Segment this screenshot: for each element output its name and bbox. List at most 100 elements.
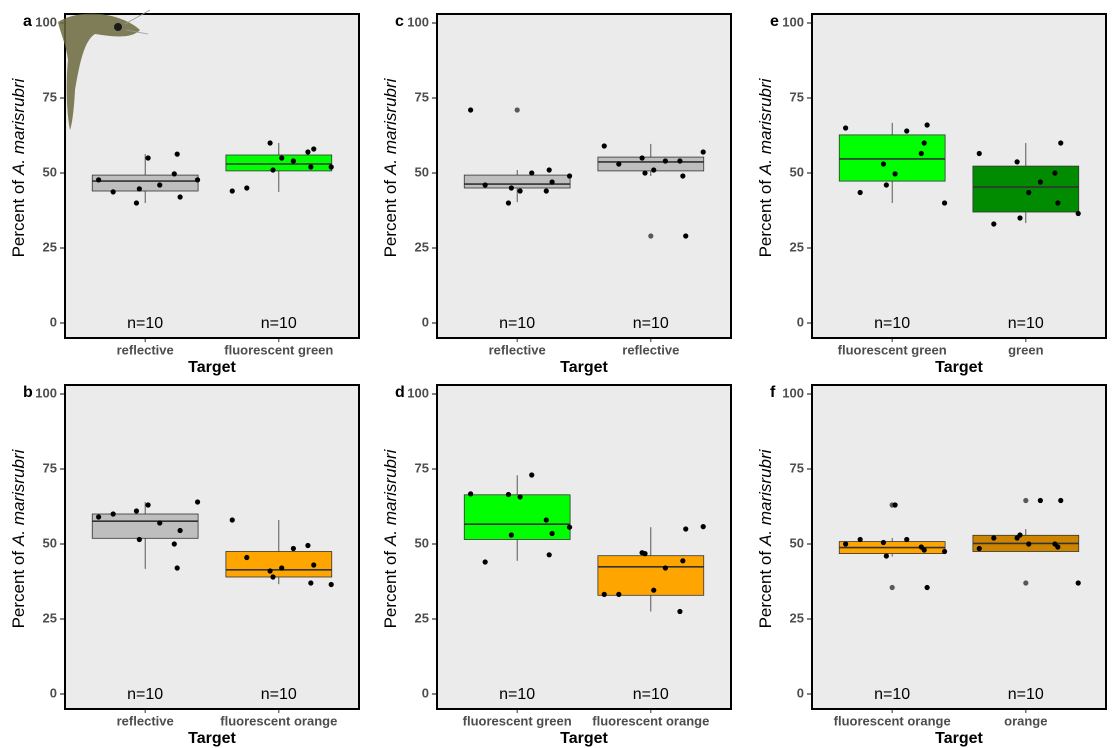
y-tick-label: 100 — [782, 14, 804, 29]
data-point — [229, 188, 235, 194]
data-point — [174, 151, 180, 157]
data-point — [1014, 535, 1020, 541]
data-point — [683, 526, 689, 532]
y-tick-label: 100 — [35, 385, 57, 400]
data-point — [680, 558, 686, 564]
data-point — [1055, 200, 1061, 206]
data-point — [700, 149, 706, 155]
outlier — [1023, 580, 1029, 586]
data-point — [857, 189, 863, 196]
data-point — [904, 128, 910, 134]
data-point — [145, 502, 151, 508]
data-point — [136, 186, 142, 192]
box — [91, 513, 199, 539]
y-tick-label: 0 — [50, 314, 57, 329]
y-tick-label: 25 — [790, 239, 804, 254]
x-axis-label: Target — [188, 730, 236, 747]
panel-label: d — [395, 384, 405, 401]
data-point — [918, 150, 924, 157]
data-point — [96, 177, 102, 183]
data-point — [244, 185, 250, 191]
data-point — [171, 541, 177, 547]
data-point — [1058, 497, 1064, 504]
panel-label: e — [770, 13, 779, 30]
n-label: n=10 — [874, 686, 910, 703]
x-tick-label: reflective — [117, 342, 174, 357]
y-tick-label: 0 — [50, 685, 57, 700]
data-point — [991, 221, 997, 227]
data-point — [177, 527, 183, 534]
data-point — [546, 167, 552, 173]
data-point — [194, 177, 201, 183]
panel-background — [65, 385, 359, 709]
data-point — [683, 233, 689, 239]
data-point — [174, 565, 180, 571]
outlier — [648, 233, 654, 239]
y-tick-label: 25 — [43, 239, 57, 254]
n-label: n=10 — [1008, 686, 1044, 703]
data-point — [110, 511, 116, 517]
y-axis-label-part: A. marisrubri — [756, 448, 775, 547]
y-axis-label-part: A. marisrubri — [9, 77, 28, 176]
box — [838, 134, 946, 182]
data-point — [290, 158, 296, 164]
y-axis-label: Percent of A. marisrubri — [756, 77, 775, 257]
data-point — [1017, 215, 1023, 221]
n-label: n=10 — [499, 686, 535, 703]
data-point — [311, 562, 317, 568]
data-point — [543, 188, 549, 194]
y-tick-label: 75 — [790, 89, 804, 104]
outlier — [889, 584, 895, 591]
data-point — [244, 554, 250, 561]
data-point — [566, 524, 573, 530]
data-point — [651, 587, 657, 593]
panel-border — [436, 384, 732, 710]
y-tick-label: 100 — [407, 14, 429, 29]
outlier — [1023, 497, 1029, 504]
x-tick-label: fluorescent orange — [592, 713, 709, 728]
data-point — [157, 520, 163, 526]
y-axis-label: Percent of A. marisrubri — [381, 77, 400, 257]
box — [597, 156, 705, 172]
data-point — [651, 167, 657, 173]
y-axis-label: Percent of A. marisrubri — [756, 448, 775, 628]
data-point — [517, 494, 523, 500]
y-tick-label: 75 — [415, 460, 429, 475]
data-point — [270, 167, 276, 173]
y-tick-label: 25 — [415, 239, 429, 254]
data-point — [892, 171, 898, 177]
y-tick-label: 75 — [43, 89, 57, 104]
x-axis-label: Target — [560, 730, 608, 747]
x-tick-label: reflective — [117, 713, 174, 728]
data-point — [1037, 179, 1043, 185]
data-point — [1026, 189, 1032, 196]
y-axis-label-part: A. marisrubri — [381, 77, 400, 176]
data-point — [1014, 159, 1020, 165]
n-label: n=10 — [633, 686, 669, 703]
panel-label: c — [395, 13, 404, 30]
panel-label: a — [23, 13, 32, 30]
x-tick-label: fluorescent green — [463, 713, 572, 728]
data-point — [279, 155, 285, 161]
data-point — [110, 189, 116, 195]
data-point — [529, 170, 535, 176]
y-tick-label: 50 — [415, 164, 429, 179]
data-point — [229, 517, 235, 523]
x-tick-label: fluorescent orange — [834, 713, 951, 728]
y-tick-label: 100 — [35, 14, 57, 29]
data-point — [1026, 541, 1032, 547]
data-point — [136, 536, 142, 543]
data-point — [543, 517, 549, 523]
data-point — [133, 200, 140, 206]
data-point — [883, 553, 889, 559]
panel-border — [64, 384, 360, 710]
data-point — [991, 535, 997, 541]
panel-label: b — [23, 384, 33, 401]
data-point — [171, 171, 177, 177]
y-tick-label: 50 — [43, 164, 57, 179]
data-point — [639, 155, 645, 161]
data-point — [145, 155, 151, 161]
y-tick-label: 100 — [407, 385, 429, 400]
y-tick-label: 25 — [790, 610, 804, 625]
